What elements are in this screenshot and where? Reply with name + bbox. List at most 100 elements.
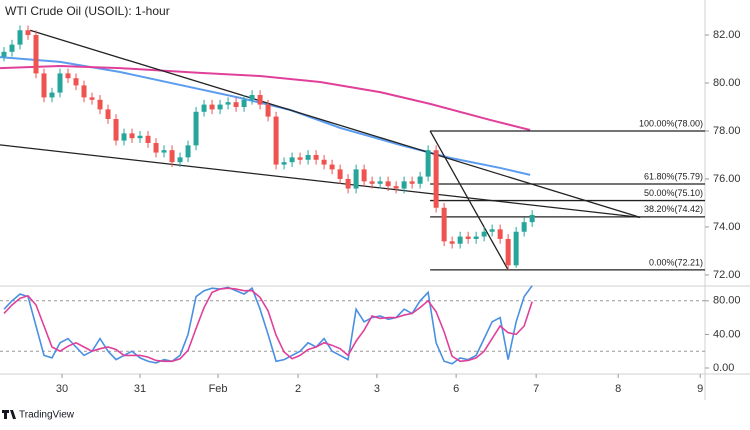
candle-body [201, 104, 207, 112]
candle-body [337, 169, 343, 179]
candle-body [153, 142, 159, 153]
candle-body [185, 145, 191, 158]
trendline [0, 144, 641, 218]
fib-label: 0.00%(72.21) [649, 257, 703, 267]
candle-body [249, 95, 255, 100]
candle-body [113, 118, 119, 141]
candle-body [377, 181, 383, 184]
fib-label: 38.20%(74.42) [644, 204, 703, 214]
candle-body [25, 30, 31, 36]
y-tick-label: 80.00 [713, 77, 741, 89]
footer: TradingView [19, 410, 75, 421]
candle-body [241, 99, 247, 107]
candle-body [353, 169, 359, 189]
candle-body [321, 159, 327, 165]
candle-body [89, 97, 95, 100]
oscillator-line [3, 287, 533, 363]
candle-body [225, 102, 231, 105]
candle-body [169, 150, 175, 163]
candle-body [41, 73, 47, 98]
candle-body [489, 229, 495, 232]
candle-body [521, 222, 527, 232]
candle-body [273, 116, 279, 165]
candle-body [409, 181, 415, 184]
candle-body [257, 95, 263, 105]
candle-body [329, 164, 335, 170]
candle-body [145, 135, 151, 143]
candle-body [513, 231, 519, 266]
candle-body [345, 178, 351, 189]
y-tick-label: 82.00 [713, 29, 741, 41]
candle-body [313, 154, 319, 160]
candle-body [177, 157, 183, 163]
y-tick-label: 78.00 [713, 125, 741, 137]
candle-body [481, 231, 487, 237]
x-tick-label: 3 [374, 383, 380, 395]
candle-body [297, 157, 303, 160]
x-tick-label: 8 [615, 383, 621, 395]
y-tick-label: 80.00 [713, 295, 741, 307]
candle-body [17, 30, 23, 45]
candle-body [505, 238, 511, 266]
candle-body [121, 133, 127, 141]
trendline [429, 130, 509, 271]
candle-body [433, 150, 439, 208]
candle-body [137, 135, 143, 139]
candle-body [161, 150, 167, 153]
logo-icon [2, 410, 16, 419]
x-tick-label: 30 [56, 383, 68, 395]
y-tick-label: 40.00 [713, 328, 741, 340]
candle-body [217, 104, 223, 110]
candle-body [529, 214, 535, 223]
chart-title: WTI Crude Oil (USOIL): 1-hour [5, 4, 170, 18]
candle-body [425, 150, 431, 177]
x-tick-label: 6 [453, 383, 459, 395]
candle-body [49, 92, 55, 98]
candle-body [457, 236, 463, 244]
candle-body [1, 51, 7, 57]
fib-label: 50.00%(75.10) [644, 188, 703, 198]
candle-body [105, 109, 111, 119]
candle-body [129, 133, 135, 139]
candle-body [97, 99, 103, 110]
candle-body [369, 181, 375, 184]
candle-body [209, 104, 215, 110]
y-tick-label: 74.00 [713, 221, 741, 233]
candle-body [393, 186, 399, 189]
candle-body [289, 157, 295, 163]
x-tick-label: Feb [209, 383, 228, 395]
x-tick-label: 2 [295, 383, 301, 395]
candle-body [497, 229, 503, 239]
candle-body [417, 176, 423, 184]
candle-body [385, 181, 391, 187]
fib-label: 61.80%(75.79) [644, 171, 703, 181]
candle-body [265, 104, 271, 117]
candle-body [9, 44, 15, 52]
y-tick-label: 0.00 [713, 362, 734, 374]
candle-body [33, 35, 39, 74]
candle-body [81, 85, 87, 98]
candle-body [473, 236, 479, 239]
x-tick-label: 31 [134, 383, 146, 395]
candle-body [361, 169, 367, 182]
candle-body [193, 111, 199, 146]
candle-body [65, 73, 71, 79]
candle-body [449, 241, 455, 244]
candle-body [57, 73, 63, 93]
candle-body [281, 162, 287, 165]
tradingview-logo: TradingView [2, 410, 75, 421]
fib-label: 100.00%(78.00) [639, 118, 703, 128]
candle-body [401, 181, 407, 189]
candle-body [305, 154, 311, 160]
trendline [29, 29, 641, 218]
x-tick-label: 9 [697, 383, 703, 395]
candle-body [441, 207, 447, 242]
candle-body [465, 236, 471, 239]
candle-body [233, 102, 239, 107]
y-tick-label: 76.00 [713, 173, 741, 185]
candle-body [73, 78, 79, 86]
y-tick-label: 72.00 [713, 269, 741, 281]
x-tick-label: 7 [533, 383, 539, 395]
